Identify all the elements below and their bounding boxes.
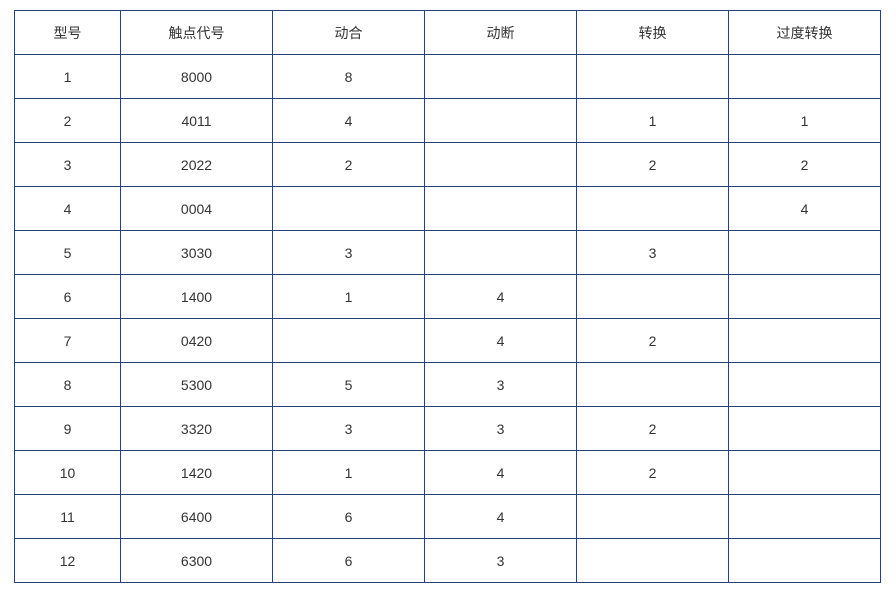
data-table: 型号 触点代号 动合 动断 转换 过度转换 180008240114113202…: [14, 10, 881, 583]
col-header-model: 型号: [15, 11, 121, 55]
table-cell: [577, 495, 729, 539]
col-header-zhuanhuan: 转换: [577, 11, 729, 55]
table-cell: 3: [577, 231, 729, 275]
table-cell: 3: [273, 407, 425, 451]
table-cell: 4: [425, 495, 577, 539]
table-cell: [729, 231, 881, 275]
table-cell: 5: [273, 363, 425, 407]
table-row: 70420 42: [15, 319, 881, 363]
table-cell: 0004: [121, 187, 273, 231]
table-cell: 1: [577, 99, 729, 143]
table-cell: [729, 319, 881, 363]
table-row: 400044: [15, 187, 881, 231]
table-cell: 2: [577, 407, 729, 451]
table-cell: 3: [273, 231, 425, 275]
table-cell: [729, 539, 881, 583]
table-cell: [273, 319, 425, 363]
table-cell: [577, 55, 729, 99]
col-header-contact-code: 触点代号: [121, 11, 273, 55]
table-cell: 3: [15, 143, 121, 187]
table-cell: 4: [425, 275, 577, 319]
table-cell: 12: [15, 539, 121, 583]
table-row: 93320332: [15, 407, 881, 451]
table-cell: 2: [729, 143, 881, 187]
table-cell: [577, 187, 729, 231]
table-cell: 4: [425, 319, 577, 363]
table-cell: [729, 451, 881, 495]
table-cell: 5: [15, 231, 121, 275]
table-cell: 6: [273, 539, 425, 583]
table-cell: 2: [273, 143, 425, 187]
table-head: 型号 触点代号 动合 动断 转换 过度转换: [15, 11, 881, 55]
table-row: 32022222: [15, 143, 881, 187]
table-cell: [425, 231, 577, 275]
table-cell: 8000: [121, 55, 273, 99]
table-cell: 2: [577, 451, 729, 495]
table-cell: [729, 495, 881, 539]
table-cell: 3320: [121, 407, 273, 451]
table-cell: 9: [15, 407, 121, 451]
table-cell: 4: [273, 99, 425, 143]
table-cell: [425, 143, 577, 187]
table-header-row: 型号 触点代号 动合 动断 转换 过度转换: [15, 11, 881, 55]
table-cell: 3: [425, 539, 577, 583]
table-cell: 6: [15, 275, 121, 319]
table-cell: 2: [577, 319, 729, 363]
table-cell: 1: [15, 55, 121, 99]
table-cell: 3: [425, 407, 577, 451]
table-cell: 3: [425, 363, 577, 407]
col-header-guoduzhuanhuan: 过度转换: [729, 11, 881, 55]
table-row: 8530053: [15, 363, 881, 407]
table-row: 180008: [15, 55, 881, 99]
table-cell: 1: [729, 99, 881, 143]
table-body: 1800082401141132022222400044530303361400…: [15, 55, 881, 583]
table-row: 12630063: [15, 539, 881, 583]
table-cell: 6: [273, 495, 425, 539]
table-cell: [273, 187, 425, 231]
col-header-donghe: 动合: [273, 11, 425, 55]
table-cell: 5300: [121, 363, 273, 407]
table-cell: [729, 363, 881, 407]
table-cell: [577, 363, 729, 407]
table-cell: [425, 55, 577, 99]
table-cell: 4: [15, 187, 121, 231]
table-cell: [425, 187, 577, 231]
table-cell: 1: [273, 275, 425, 319]
table-cell: 4: [729, 187, 881, 231]
table-cell: 11: [15, 495, 121, 539]
table-row: 240114 11: [15, 99, 881, 143]
table-cell: 10: [15, 451, 121, 495]
table-row: 6140014: [15, 275, 881, 319]
table-cell: 4: [425, 451, 577, 495]
table-row: 11640064: [15, 495, 881, 539]
table-cell: [577, 539, 729, 583]
col-header-dongduan: 动断: [425, 11, 577, 55]
table-cell: 2: [15, 99, 121, 143]
table-row: 5303033: [15, 231, 881, 275]
table-cell: 1: [273, 451, 425, 495]
table-cell: [577, 275, 729, 319]
table-row: 101420142: [15, 451, 881, 495]
table-cell: 6300: [121, 539, 273, 583]
table-cell: 2022: [121, 143, 273, 187]
table-cell: 8: [273, 55, 425, 99]
table-cell: 2: [577, 143, 729, 187]
table-cell: 1420: [121, 451, 273, 495]
table-cell: 4011: [121, 99, 273, 143]
table-cell: 0420: [121, 319, 273, 363]
table-cell: [425, 99, 577, 143]
table-cell: 6400: [121, 495, 273, 539]
table-cell: 8: [15, 363, 121, 407]
table-cell: [729, 55, 881, 99]
table-cell: [729, 275, 881, 319]
table-cell: 7: [15, 319, 121, 363]
table-cell: [729, 407, 881, 451]
table-cell: 3030: [121, 231, 273, 275]
table-cell: 1400: [121, 275, 273, 319]
